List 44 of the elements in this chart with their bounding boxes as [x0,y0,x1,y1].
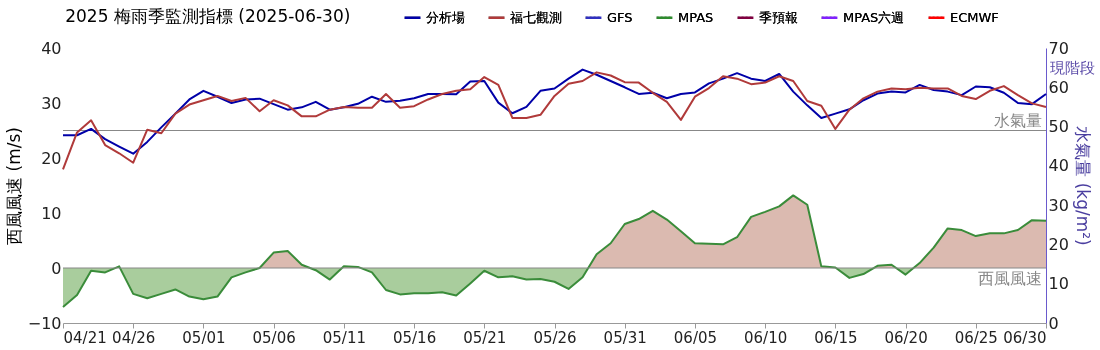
x-tick-label: 04/26 [112,328,156,347]
x-tick-label: 05/01 [182,328,226,347]
y-tick-label: 40 [41,38,62,58]
line-series [62,68,1047,155]
x-tick-label: 05/11 [322,328,366,347]
chart-title: 2025 梅雨季監測指標 (2025-06-30) [65,6,351,26]
y2-tick-label: 20 [1048,234,1069,254]
x-tick-label: 05/21 [463,328,507,347]
y-axis-title: 西風風速 (m/s) [3,127,24,245]
y-tick-label: 10 [41,203,62,223]
legend-label: ECMWF [950,9,999,25]
legend-label: 季預報 [759,9,798,25]
legend-label: 分析場 [426,9,465,25]
y-tick-label: 30 [41,93,62,113]
y2-tick-label: 50 [1048,117,1069,137]
line-series [62,71,1047,171]
y2-axis-title: 水氣量 (kg/m²) [1072,126,1093,246]
legend-label: 福七觀測 [510,9,562,25]
x-tick-label: 05/06 [252,328,296,347]
x-tick-label: 06/05 [673,328,718,347]
y-tick-label: 0 [51,258,62,278]
x-tick-label: 06/20 [884,328,928,347]
y2-tick-label: 0 [1048,313,1059,333]
x-tick-label: 06/30 [1003,328,1047,347]
x-tick-label: 05/31 [603,328,647,347]
y-tick-label: 20 [41,148,62,168]
x-tick-label: 06/25 [954,328,998,347]
x-tick-label: 06/15 [814,328,858,347]
ref-line-label: 西風風速 [978,269,1042,288]
y-tick-label: −10 [27,313,62,333]
ref-line-label: 水氣量 [994,110,1042,130]
y2-tick-label: 70 [1048,38,1069,58]
text: 現階段 [1050,59,1095,77]
x-tick-label: 04/21 [63,328,107,347]
legend-label: MPAS [678,9,714,25]
legend-label: MPAS六週 [843,9,905,25]
y2-tick-label: 60 [1048,77,1069,97]
y2-tick-label: 40 [1048,156,1069,176]
legend-label: GFS [607,9,633,25]
x-tick-label: 06/10 [744,328,788,347]
x-tick-label: 05/16 [392,328,437,347]
x-tick-label: 05/26 [533,328,577,347]
y2-tick-label: 30 [1048,195,1069,215]
y2-tick-label: 10 [1048,274,1069,294]
